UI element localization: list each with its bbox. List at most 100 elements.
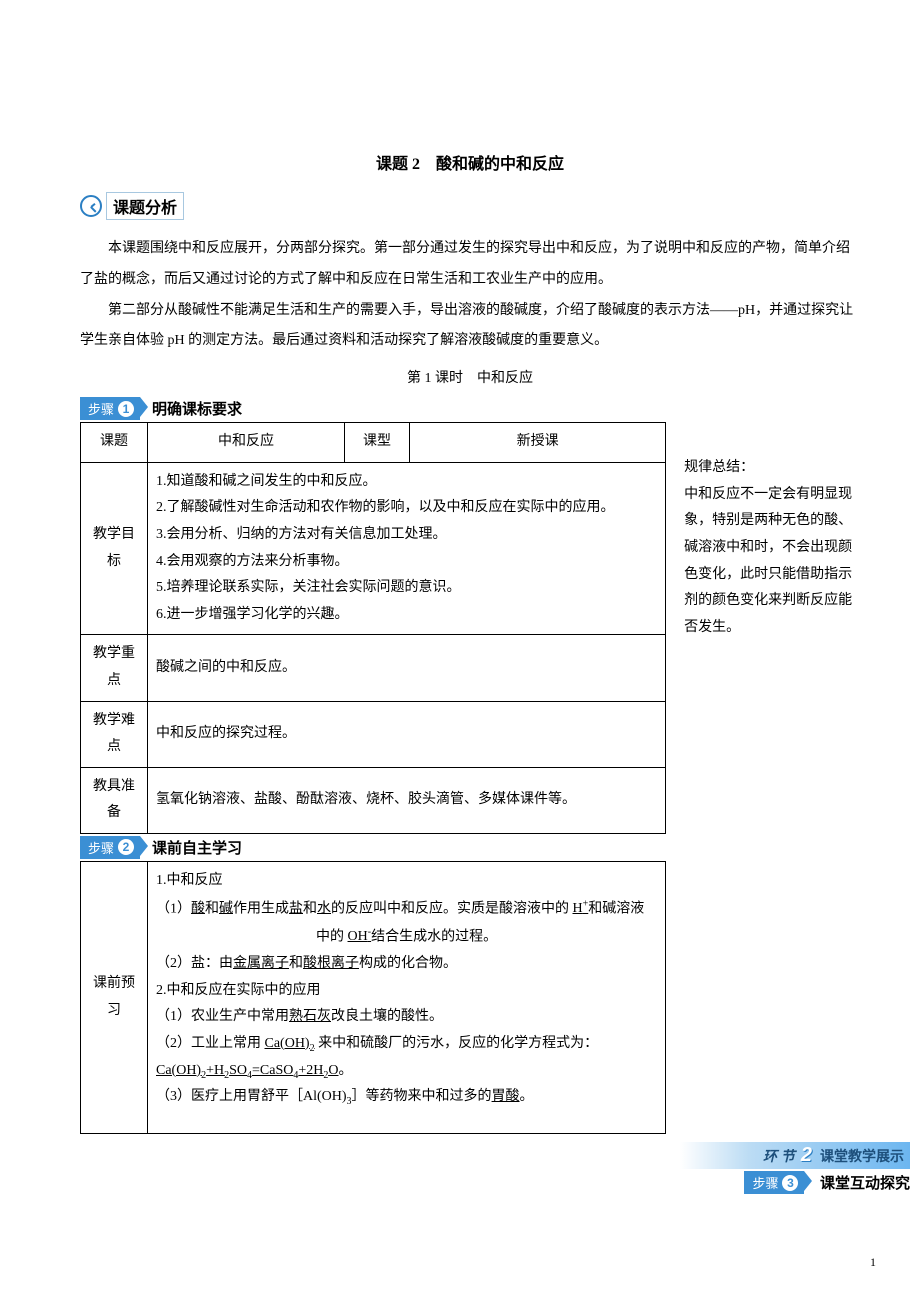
u-oh-minus: OH- [348, 929, 372, 944]
u-acidroot: 酸根离子 [303, 956, 359, 971]
step2-row: 步骤 2 课前自主学习 [80, 836, 666, 859]
u-h-plus: H+ [573, 901, 589, 916]
step3-title: 课堂互动探究 [820, 1176, 910, 1192]
u-lime: 熟石灰 [289, 1009, 331, 1024]
preview-line: （1）酸和碱作用生成盐和水的反应叫中和反应。实质是酸溶液中的 H+和碱溶液 [156, 895, 657, 923]
txt: （3）医疗上用胃舒平［Al(OH) [156, 1089, 347, 1104]
analysis-para-1: 本课题围绕中和反应展开，分两部分探究。第一部分通过发生的探究导出中和反应，为了说… [80, 234, 860, 296]
main-column: 步骤 1 明确课标要求 课题 中和反应 课型 新授课 教学目标 1.知道酸和碱之… [80, 391, 666, 1134]
txt: ］等药物来中和过多的 [352, 1089, 492, 1104]
txt: （2）工业上常用 [156, 1036, 265, 1051]
step2-title: 课前自主学习 [152, 837, 242, 858]
keypoint-cell: 酸碱之间的中和反应。 [148, 635, 666, 701]
txt: O [328, 1063, 338, 1078]
u-equation: Ca(OH)2+H2SO4=CaSO4+2H2O [156, 1063, 339, 1078]
page-number: 1 [870, 1255, 876, 1270]
preview-line: （2）工业上常用 Ca(OH)2 来中和硫酸厂的污水，反应的化学方程式为： [156, 1031, 657, 1058]
preview-h1: 1.中和反应 [156, 868, 657, 895]
env-num: 2 [801, 1144, 812, 1167]
preview-line: （3）医疗上用胃舒平［Al(OH)3］等药物来中和过多的胃酸。 [156, 1084, 657, 1111]
step1-badge-text: 步骤 [88, 399, 114, 418]
step3-badge-text: 步骤 [752, 1173, 778, 1192]
sidebar-heading: 规律总结： [684, 455, 860, 482]
txt: +H [206, 1063, 224, 1078]
step2-num: 2 [118, 839, 134, 855]
footer-banners: 环 节 2 课堂教学展示 步骤 3 课堂互动探究 [680, 1142, 910, 1194]
txt: 改良土壤的酸性。 [331, 1009, 443, 1024]
keypoint-label: 教学重点 [81, 635, 148, 701]
env-label: 环 节 [763, 1146, 795, 1166]
preview-line: （2）盐：由金属离子和酸根离子构成的化合物。 [156, 951, 657, 978]
goals-cell: 1.知道酸和碱之间发生的中和反应。 2.了解酸碱性对生命活动和农作物的影响，以及… [148, 462, 666, 635]
step3-badge: 步骤 3 [744, 1171, 804, 1194]
u-water: 水 [317, 901, 331, 916]
step3-row: 步骤 3 课堂互动探究 [680, 1171, 910, 1194]
analysis-label: 课题分析 [106, 192, 184, 220]
preview-label: 课前预习 [81, 861, 148, 1133]
txt: Ca(OH) [156, 1063, 201, 1078]
step1-row: 步骤 1 明确课标要求 [80, 397, 666, 420]
page: 课题 2 酸和碱的中和反应 课题分析 本课题围绕中和反应展开，分两部分探究。第一… [0, 0, 920, 1290]
step1-title: 明确课标要求 [152, 398, 242, 419]
txt: 和 [303, 901, 317, 916]
step2-badge-text: 步骤 [88, 838, 114, 857]
goal-item: 1.知道酸和碱之间发生的中和反应。 [156, 469, 657, 496]
step1-badge: 步骤 1 [80, 397, 140, 420]
section2-banner: 环 节 2 课堂教学展示 [680, 1142, 910, 1169]
preview-table: 课前预习 1.中和反应 （1）酸和碱作用生成盐和水的反应叫中和反应。实质是酸溶液… [80, 861, 666, 1134]
preview-equation: Ca(OH)2+H2SO4=CaSO4+2H2O。 [156, 1058, 657, 1085]
u-caoh2: Ca(OH)2 [265, 1036, 315, 1051]
txt: （2）盐：由 [156, 956, 233, 971]
txt: SO [229, 1063, 247, 1078]
u-salt: 盐 [289, 901, 303, 916]
step3-num: 3 [782, 1175, 798, 1191]
val-type: 新授课 [410, 423, 666, 463]
txt: 和 [205, 901, 219, 916]
txt: Ca(OH) [265, 1036, 310, 1051]
txt: 结合生成水的过程。 [371, 929, 497, 944]
u-stomach-acid: 胃酸 [492, 1089, 520, 1104]
txt: 构成的化合物。 [359, 956, 457, 971]
step1-num: 1 [118, 401, 134, 417]
preview-line: （1）农业生产中常用熟石灰改良土壤的酸性。 [156, 1004, 657, 1031]
table-row: 教学重点 酸碱之间的中和反应。 [81, 635, 666, 701]
txt: 来中和硫酸厂的污水，反应的化学方程式为： [315, 1036, 599, 1051]
materials-label: 教具准备 [81, 767, 148, 833]
preview-cell: 1.中和反应 （1）酸和碱作用生成盐和水的反应叫中和反应。实质是酸溶液中的 H+… [148, 861, 666, 1133]
preview-line: 中的 OH-结合生成水的过程。 [156, 923, 657, 951]
txt: OH [348, 929, 368, 944]
txt: +2H [298, 1063, 323, 1078]
txt: （1） [156, 901, 191, 916]
table-row: 教学目标 1.知道酸和碱之间发生的中和反应。 2.了解酸碱性对生命活动和农作物的… [81, 462, 666, 635]
u-metal: 金属离子 [233, 956, 289, 971]
goal-item: 2.了解酸碱性对生命活动和农作物的影响，以及中和反应在实际中的应用。 [156, 495, 657, 522]
table-row: 课题 中和反应 课型 新授课 [81, 423, 666, 463]
txt: =CaSO [252, 1063, 293, 1078]
txt: （1）农业生产中常用 [156, 1009, 289, 1024]
table-row: 课前预习 1.中和反应 （1）酸和碱作用生成盐和水的反应叫中和反应。实质是酸溶液… [81, 861, 666, 1133]
u-base: 碱 [219, 901, 233, 916]
sidebar-body: 中和反应不一定会有明显现象，特别是两种无色的酸、碱溶液中和时，不会出现颜色变化，… [684, 482, 860, 642]
txt: H [573, 901, 583, 916]
txt: 和碱溶液 [588, 901, 644, 916]
val-topic: 中和反应 [148, 423, 345, 463]
txt: 。 [339, 1063, 353, 1078]
goal-item: 4.会用观察的方法来分析事物。 [156, 549, 657, 576]
hdr-type: 课型 [345, 423, 410, 463]
goals-label: 教学目标 [81, 462, 148, 635]
lesson-title: 课题 2 酸和碱的中和反应 [80, 150, 860, 174]
preview-h2: 2.中和反应在实际中的应用 [156, 978, 657, 1005]
txt: 。 [520, 1089, 534, 1104]
step2-badge: 步骤 2 [80, 836, 140, 859]
period-subtitle: 第 1 课时 中和反应 [80, 367, 860, 387]
difficulty-label: 教学难点 [81, 701, 148, 767]
requirements-table: 课题 中和反应 课型 新授课 教学目标 1.知道酸和碱之间发生的中和反应。 2.… [80, 422, 666, 834]
table-row: 教学难点 中和反应的探究过程。 [81, 701, 666, 767]
txt: 中的 [316, 929, 348, 944]
spacer [156, 1111, 657, 1127]
txt: 作用生成 [233, 901, 289, 916]
analysis-header: 课题分析 [80, 192, 860, 220]
sidebar: 规律总结： 中和反应不一定会有明显现象，特别是两种无色的酸、碱溶液中和时，不会出… [684, 391, 860, 641]
difficulty-cell: 中和反应的探究过程。 [148, 701, 666, 767]
banner1-text: 课堂教学展示 [820, 1146, 904, 1166]
